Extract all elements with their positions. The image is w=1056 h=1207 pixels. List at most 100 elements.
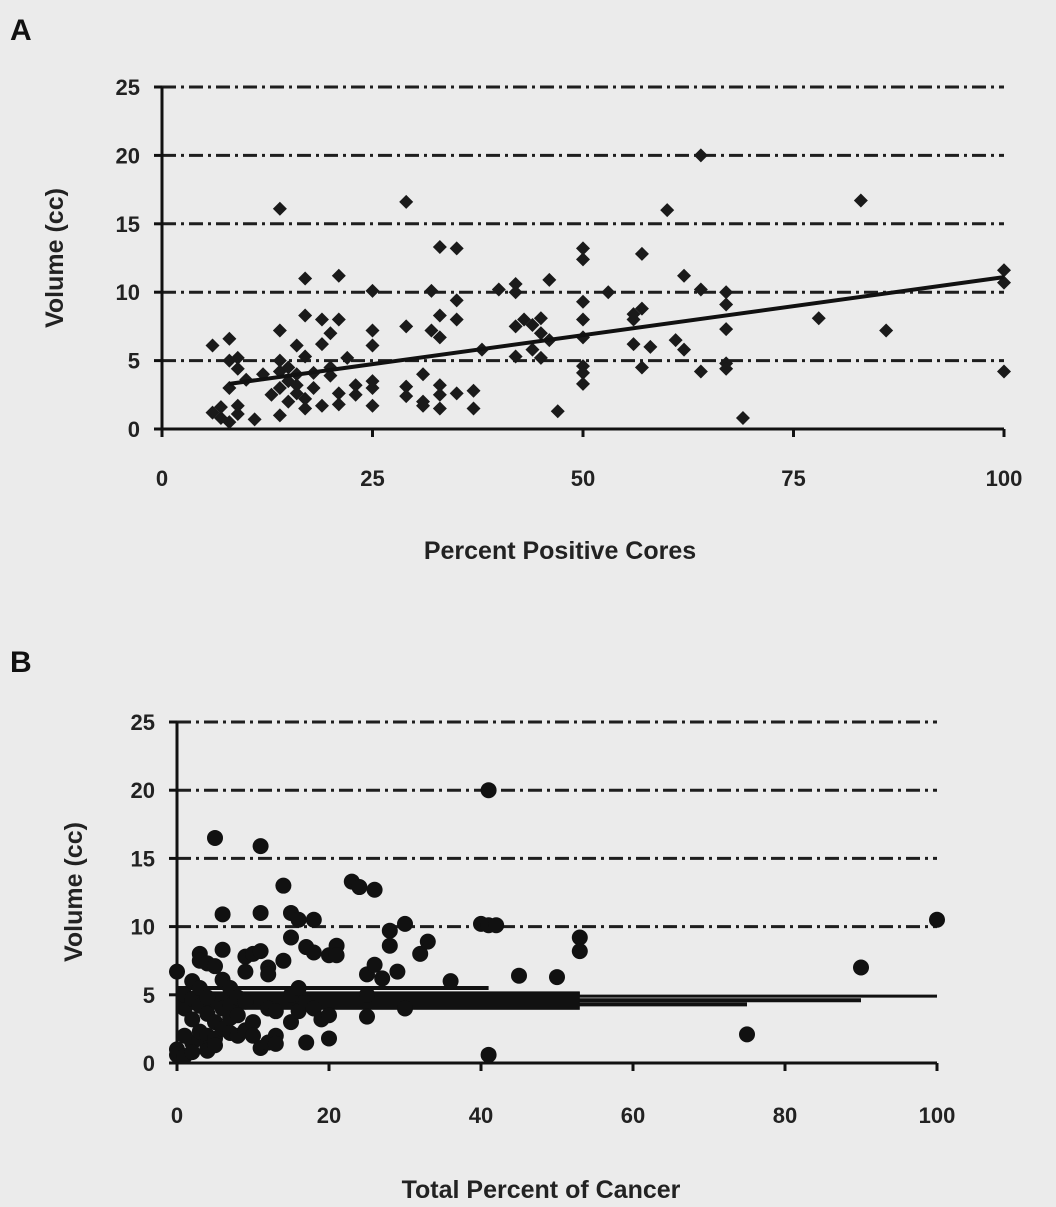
- data-point: [230, 350, 245, 365]
- data-point: [207, 829, 223, 846]
- data-point: [298, 349, 313, 364]
- data-point: [359, 1008, 375, 1025]
- y-tick-label: 20: [131, 778, 155, 803]
- data-point: [289, 378, 304, 393]
- data-point: [305, 911, 322, 928]
- data-point: [424, 323, 439, 338]
- data-point: [331, 397, 346, 412]
- data-point: [626, 337, 641, 352]
- data-point: [365, 338, 380, 353]
- data-point: [643, 339, 658, 354]
- data-point: [397, 1000, 413, 1017]
- data-point: [245, 1027, 261, 1044]
- data-point: [533, 326, 548, 341]
- data-point: [245, 1014, 261, 1031]
- data-point: [542, 272, 557, 287]
- data-point: [929, 911, 945, 928]
- y-tick-label: 5: [143, 983, 155, 1008]
- data-point: [449, 386, 464, 401]
- panel-a-y-ticks: 0 5 10 15 20 25: [116, 75, 162, 442]
- data-point: [365, 323, 380, 338]
- data-point: [272, 408, 287, 423]
- data-point: [480, 782, 497, 799]
- panel-a: A 0 5 10 15 20 25 0 25 50 75 100 Percent Positive…: [10, 14, 1022, 565]
- data-point: [328, 947, 345, 964]
- data-point: [252, 838, 269, 855]
- data-point: [853, 959, 869, 976]
- data-point: [298, 308, 313, 323]
- y-tick-label: 15: [116, 212, 140, 237]
- panel-b-y-axis-title: Volume (cc): [60, 822, 88, 962]
- panel-b-label: B: [10, 646, 32, 679]
- data-point: [230, 398, 245, 413]
- data-point: [677, 342, 692, 357]
- data-point: [626, 312, 641, 327]
- panel-a-trendline: [229, 275, 1005, 386]
- data-point: [576, 252, 590, 267]
- panel-a-y-axis-title: Volume (cc): [41, 188, 69, 328]
- data-point: [399, 319, 414, 334]
- data-point: [550, 404, 565, 419]
- data-point: [508, 349, 523, 364]
- data-point: [416, 398, 431, 413]
- data-point: [281, 394, 296, 409]
- data-point: [213, 400, 228, 415]
- data-point: [491, 282, 506, 297]
- data-point: [668, 333, 683, 348]
- data-point: [298, 1034, 315, 1051]
- data-point: [230, 361, 245, 376]
- data-point: [399, 389, 414, 404]
- data-point: [237, 993, 254, 1010]
- data-point: [525, 342, 540, 357]
- y-tick-label: 20: [116, 143, 140, 168]
- data-point: [272, 353, 287, 368]
- data-point: [853, 193, 868, 208]
- x-tick-label: 75: [781, 466, 805, 491]
- x-tick-label: 0: [171, 1103, 183, 1128]
- data-point: [389, 963, 406, 980]
- data-point: [366, 881, 383, 898]
- data-point: [298, 271, 313, 286]
- data-point: [267, 1003, 284, 1020]
- data-point: [359, 986, 375, 1003]
- data-point: [997, 364, 1011, 379]
- data-point: [693, 148, 708, 163]
- data-point: [416, 367, 431, 382]
- y-tick-label: 0: [143, 1051, 155, 1076]
- data-point: [374, 970, 391, 987]
- data-point: [260, 966, 277, 983]
- x-tick-label: 0: [156, 466, 168, 491]
- data-point: [432, 330, 447, 345]
- data-point: [576, 312, 590, 327]
- data-point: [290, 911, 307, 928]
- data-point: [214, 941, 231, 958]
- data-point: [252, 904, 269, 921]
- data-point: [331, 268, 346, 283]
- data-point: [229, 1007, 246, 1024]
- panel-a-x-axis-title: Percent Positive Cores: [424, 537, 696, 565]
- data-point: [432, 401, 447, 416]
- data-point: [314, 312, 329, 327]
- data-point: [381, 937, 398, 954]
- data-point: [449, 293, 464, 308]
- x-tick-label: 60: [621, 1103, 645, 1128]
- data-point: [348, 378, 363, 393]
- y-tick-label: 25: [131, 710, 155, 735]
- data-point: [275, 877, 292, 894]
- data-point: [399, 194, 414, 209]
- panel-b-y-ticks: 0 5 10 15 20 25: [131, 710, 177, 1076]
- data-point: [693, 364, 708, 379]
- data-point: [432, 378, 447, 393]
- data-point: [331, 386, 346, 401]
- data-point: [571, 929, 588, 946]
- data-point: [442, 973, 459, 990]
- data-point: [432, 387, 447, 402]
- data-point: [739, 1026, 755, 1043]
- panel-b-gridlines: [177, 720, 937, 929]
- data-point: [634, 246, 649, 261]
- data-point: [576, 241, 590, 256]
- x-tick-label: 40: [469, 1103, 493, 1128]
- panel-a-label: A: [10, 14, 32, 47]
- data-point: [252, 943, 269, 960]
